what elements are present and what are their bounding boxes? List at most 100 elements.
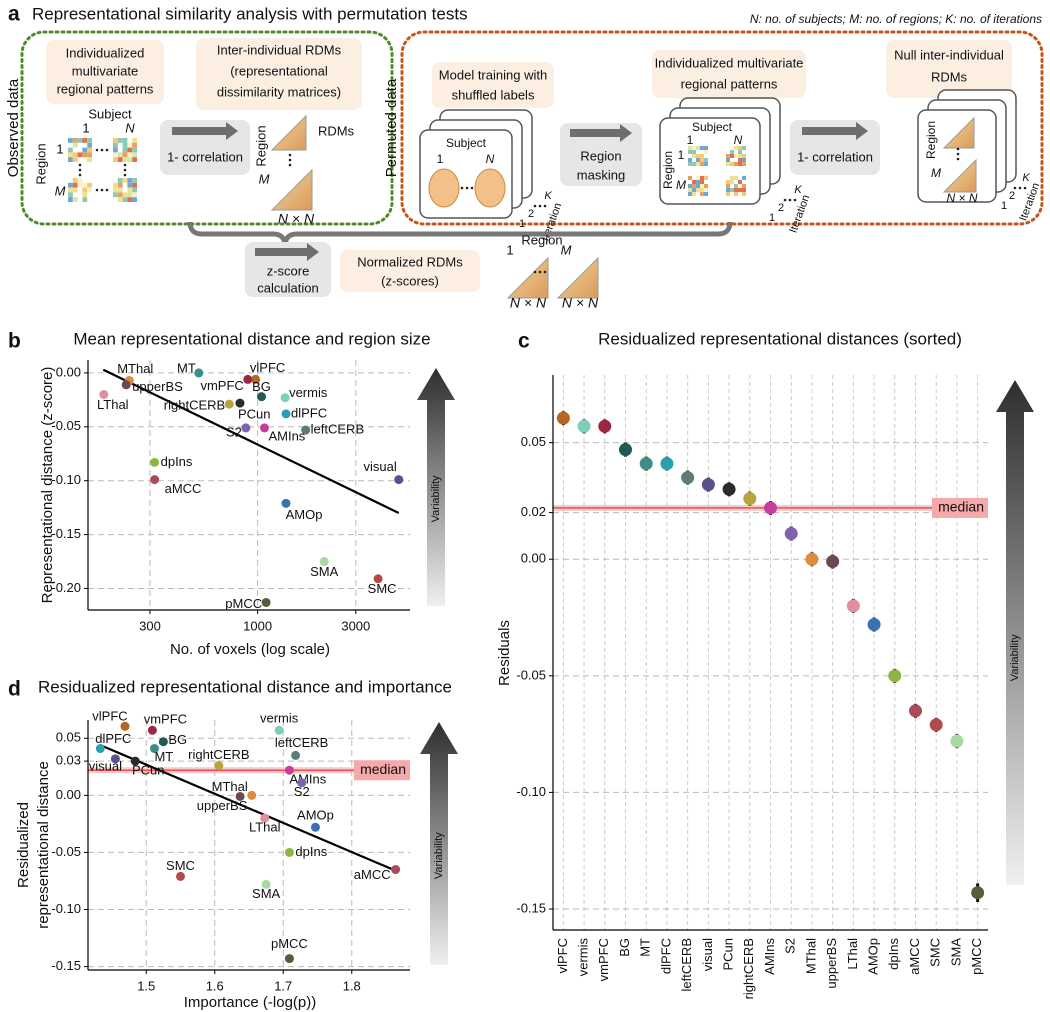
ellipsis-dot: [1013, 186, 1017, 190]
pattern-cell: [122, 192, 128, 198]
pattern-cell: [734, 188, 738, 192]
pattern-cell: [77, 152, 83, 158]
x-tick-label: S2: [783, 938, 798, 954]
label: 1: [769, 212, 775, 224]
point-label: BG: [168, 732, 187, 747]
rdm-triangle: [556, 256, 599, 299]
label: dissimilarity matrices): [217, 84, 341, 99]
pattern-cell: [700, 180, 704, 184]
point: [556, 411, 570, 425]
point: [261, 879, 271, 889]
box: [432, 62, 554, 108]
pattern-cell: [738, 158, 742, 162]
ellipsis-dot: [533, 270, 537, 274]
pattern-cell: [87, 182, 92, 188]
pattern-cell: [696, 162, 700, 166]
y-tick-label: 0.02: [521, 504, 546, 519]
pattern-cell: [82, 192, 88, 198]
point-label: AMOp: [297, 808, 334, 823]
point: [722, 482, 736, 496]
x-tick-label: visual: [700, 938, 715, 971]
point-label: PCun: [132, 763, 165, 778]
label: 1: [687, 133, 694, 147]
point: [971, 886, 985, 900]
pattern-cell: [696, 184, 700, 188]
rdm-triangle: [942, 116, 975, 149]
label: d: [8, 678, 21, 701]
point: [150, 475, 160, 485]
fit-line: [102, 368, 400, 515]
label: K: [794, 184, 802, 196]
pattern-cell: [127, 142, 133, 148]
point: [194, 368, 204, 378]
label: 1: [437, 152, 444, 166]
pattern-cell: [730, 162, 734, 166]
point: [888, 669, 902, 683]
label: (representational: [230, 63, 328, 78]
pattern-cell: [742, 184, 746, 188]
ellipsis-dot: [105, 148, 109, 152]
point: [743, 492, 757, 506]
point: [99, 389, 109, 399]
pattern-cell: [122, 138, 128, 143]
pattern-cell: [688, 184, 692, 188]
label: Region: [33, 143, 48, 184]
label: K: [544, 190, 552, 202]
pattern-cell: [726, 154, 730, 158]
pattern-cell: [738, 184, 742, 188]
ellipsis-dot: [956, 157, 960, 161]
label: Individualized: [66, 45, 145, 60]
point: [660, 457, 674, 471]
pattern-cell: [117, 182, 123, 188]
pattern-cell: [132, 138, 137, 143]
pattern-cell: [117, 187, 123, 193]
point: [826, 555, 840, 569]
pattern-cell: [688, 146, 692, 150]
pattern-cell: [113, 147, 118, 153]
x-tick-label: MThal: [803, 938, 818, 974]
label: regional patterns: [681, 76, 778, 91]
pattern-cell: [117, 197, 123, 202]
point-label: visual: [89, 758, 122, 773]
permuted-group: [400, 30, 1044, 226]
point: [284, 847, 294, 857]
pattern-cell: [726, 188, 730, 192]
label: RDMs: [931, 69, 968, 84]
point: [577, 419, 591, 433]
pattern-cell: [738, 150, 742, 154]
point-label: rightCERB: [188, 747, 249, 762]
y-tick-label: 0.00: [56, 364, 81, 379]
pattern-cell: [87, 187, 92, 193]
label: Model training with: [439, 67, 547, 82]
point: [224, 399, 234, 409]
label: Subject: [692, 120, 733, 134]
point: [120, 721, 130, 731]
pattern-cell: [113, 192, 118, 198]
pattern-cell: [68, 182, 73, 188]
pattern-cell: [742, 192, 746, 196]
pattern-cell: [82, 182, 88, 188]
point: [235, 398, 245, 408]
ellipsis-dot: [543, 204, 547, 208]
y-tick-label: -0.05: [51, 844, 81, 859]
ellipsis-dot: [123, 168, 127, 172]
x-tick-label: rightCERB: [741, 938, 756, 999]
point-label: MT: [177, 360, 196, 375]
pattern-cell: [700, 176, 704, 180]
rdm-triangle: [270, 114, 307, 151]
pattern-cell: [72, 187, 78, 193]
point-label: AMOp: [286, 507, 323, 522]
ellipsis-dot: [538, 204, 542, 208]
point: [257, 392, 267, 402]
ellipsis-dot: [538, 270, 542, 274]
x-tick-label: aMCC: [907, 938, 922, 975]
label: Mean representational distance and regio…: [73, 329, 430, 348]
pattern-cell: [726, 192, 730, 196]
pattern-cell: [688, 176, 692, 180]
ellipsis-dot: [956, 147, 960, 151]
point: [274, 725, 284, 735]
ellipsis-dot: [288, 153, 292, 157]
point: [121, 380, 131, 390]
pattern-cell: [688, 192, 692, 196]
